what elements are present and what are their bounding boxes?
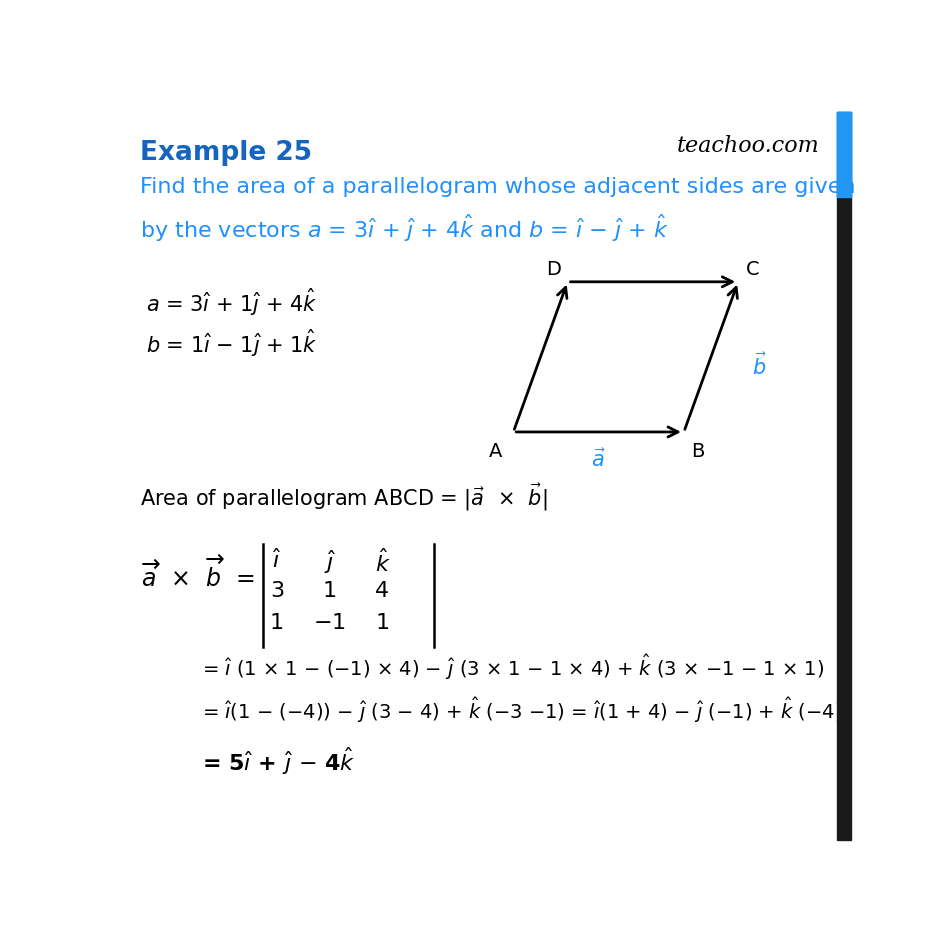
Text: C: C <box>745 260 759 278</box>
Text: A: A <box>488 442 501 461</box>
Bar <box>835 113 850 198</box>
Text: Area of parallelogram ABCD = |$\vec{a}$  ×  $\vec{b}$|: Area of parallelogram ABCD = |$\vec{a}$ … <box>140 480 547 513</box>
Text: = $\hat{\imath}$ (1 × 1 $-$ ($-$1) × 4) $-$ $\hat{\jmath}$ (3 × 1 $-$ 1 × 4) + $: = $\hat{\imath}$ (1 × 1 $-$ ($-$1) × 4) … <box>202 651 823 682</box>
Text: $a$ = 3$\hat{\imath}$ + 1$\hat{\jmath}$ + 4$\hat{k}$: $a$ = 3$\hat{\imath}$ + 1$\hat{\jmath}$ … <box>146 286 317 318</box>
Text: $\overrightarrow{a}$  ×  $\overrightarrow{b}$  =: $\overrightarrow{a}$ × $\overrightarrow{… <box>142 556 255 592</box>
Text: by the vectors $a$ = 3$\hat{\imath}$ + $\hat{\jmath}$ + 4$\hat{k}$ and $b$ = $\h: by the vectors $a$ = 3$\hat{\imath}$ + $… <box>140 211 668 244</box>
Text: Example 25: Example 25 <box>140 141 312 166</box>
Text: $\vec{a}$: $\vec{a}$ <box>591 447 605 471</box>
Bar <box>835 113 850 840</box>
Text: 1: 1 <box>322 581 336 600</box>
Text: $\hat{k}$: $\hat{k}$ <box>374 548 390 576</box>
Bar <box>835 113 850 196</box>
Text: $-$1: $-$1 <box>313 613 346 632</box>
Text: D: D <box>546 260 561 278</box>
Text: 1: 1 <box>270 613 284 632</box>
Text: 4: 4 <box>375 581 389 600</box>
Text: Find the area of a parallelogram whose adjacent sides are given: Find the area of a parallelogram whose a… <box>140 177 854 196</box>
Text: B: B <box>691 442 704 461</box>
Text: 3: 3 <box>270 581 284 600</box>
Text: = $\hat{\imath}$(1 $-$ ($-$4)) $-$ $\hat{\jmath}$ (3 $-$ 4) + $\hat{k}$ ($-$3 $-: = $\hat{\imath}$(1 $-$ ($-$4)) $-$ $\hat… <box>202 694 841 724</box>
Text: teachoo.com: teachoo.com <box>676 135 818 157</box>
Text: $\vec{b}$: $\vec{b}$ <box>751 352 766 379</box>
Text: = 5$\hat{\imath}$ + $\hat{\jmath}$ $-$ 4$\hat{k}$: = 5$\hat{\imath}$ + $\hat{\jmath}$ $-$ 4… <box>202 744 355 776</box>
Text: $\hat{\jmath}$: $\hat{\jmath}$ <box>324 548 335 576</box>
Text: 1: 1 <box>375 613 389 632</box>
Text: $\hat{\imath}$: $\hat{\imath}$ <box>272 548 281 572</box>
Text: $b$ = 1$\hat{\imath}$ $-$ 1$\hat{\jmath}$ + 1$\hat{k}$: $b$ = 1$\hat{\imath}$ $-$ 1$\hat{\jmath}… <box>146 328 317 359</box>
